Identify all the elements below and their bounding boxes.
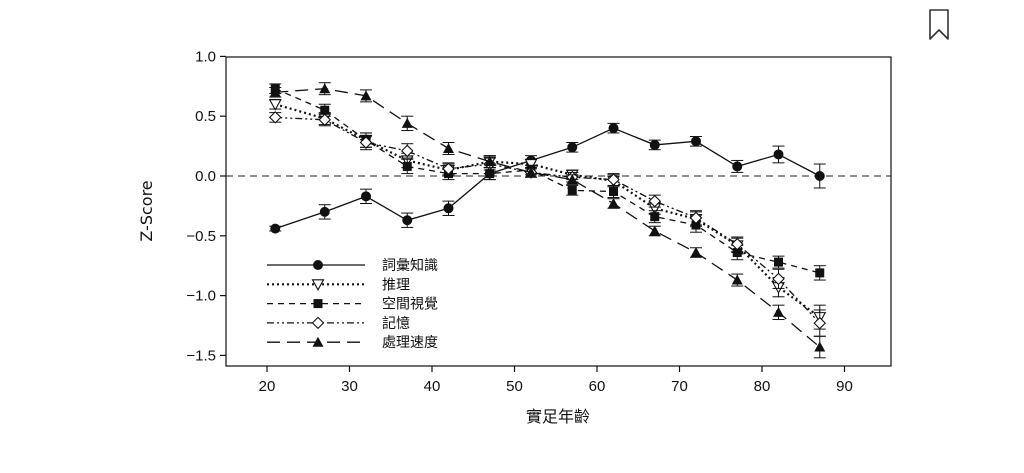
x-tick-label: 50 bbox=[506, 378, 523, 395]
data-point bbox=[320, 105, 330, 115]
data-point bbox=[774, 257, 783, 267]
data-point bbox=[731, 274, 743, 285]
x-tick-label: 70 bbox=[671, 378, 688, 395]
series-line bbox=[275, 127, 821, 230]
data-point bbox=[567, 142, 578, 153]
legend-item-1: 詞彙知識 bbox=[267, 257, 438, 274]
data-point bbox=[268, 99, 282, 111]
y-tick-label: −1.5 bbox=[186, 347, 216, 364]
data-point bbox=[401, 117, 413, 128]
x-tick-label: 80 bbox=[754, 378, 771, 395]
y-tick-label: 1.0 bbox=[195, 48, 216, 65]
series-5 bbox=[269, 82, 826, 359]
data-point bbox=[311, 316, 325, 330]
series-3 bbox=[269, 83, 826, 281]
data-point bbox=[815, 268, 825, 278]
data-point bbox=[525, 166, 537, 177]
x-tick-label: 40 bbox=[424, 378, 441, 395]
data-point bbox=[608, 123, 619, 134]
x-tick-label: 20 bbox=[259, 378, 276, 395]
data-point bbox=[566, 174, 578, 185]
legend-label: 空間視覺 bbox=[382, 297, 438, 313]
data-point bbox=[402, 215, 413, 226]
data-point bbox=[443, 203, 454, 214]
data-point bbox=[319, 206, 330, 217]
x-axis-title: 實足年齡 bbox=[526, 407, 590, 426]
data-point bbox=[442, 162, 455, 176]
data-point bbox=[609, 187, 618, 197]
data-point bbox=[312, 336, 324, 347]
x-tick-label: 90 bbox=[836, 378, 853, 395]
data-point bbox=[524, 158, 538, 171]
data-point bbox=[814, 171, 825, 181]
data-point bbox=[400, 144, 414, 158]
data-point bbox=[772, 272, 785, 286]
series-line bbox=[275, 116, 821, 324]
series-1 bbox=[269, 122, 826, 234]
legend-item-4: 記憶 bbox=[267, 315, 410, 332]
data-point bbox=[730, 237, 744, 251]
data-point bbox=[402, 161, 412, 171]
data-point bbox=[732, 248, 742, 258]
data-point bbox=[360, 90, 372, 101]
legend-label: 處理速度 bbox=[382, 335, 438, 351]
bookmark-icon bbox=[929, 9, 949, 40]
x-tick-label: 30 bbox=[341, 378, 358, 395]
x-tick-label: 60 bbox=[589, 378, 606, 395]
data-point bbox=[649, 139, 660, 150]
data-point bbox=[732, 161, 743, 172]
series-layer bbox=[268, 82, 827, 359]
legend-item-3: 空間視覺 bbox=[267, 297, 438, 313]
data-point bbox=[319, 83, 331, 94]
data-point bbox=[318, 113, 332, 127]
legend-item-5: 處理速度 bbox=[267, 335, 438, 351]
legend-label: 詞彙知識 bbox=[382, 257, 438, 274]
data-point bbox=[270, 223, 281, 234]
series-2 bbox=[268, 98, 827, 330]
data-point bbox=[485, 169, 495, 179]
bookmark-button[interactable] bbox=[926, 8, 952, 42]
data-point bbox=[648, 194, 662, 208]
legend-item-2: 推理 bbox=[267, 277, 410, 293]
plot-frame bbox=[225, 56, 892, 367]
data-point bbox=[814, 341, 826, 352]
legend-label: 推理 bbox=[382, 277, 410, 293]
axis-layer: 20 30 40 50 60 70 80 90 1.0 0.5 0.0 −0.5 −1.0 −1.5 bbox=[186, 48, 852, 395]
data-point bbox=[269, 86, 281, 97]
y-axis-title: Z-Score bbox=[137, 180, 156, 241]
data-point bbox=[773, 149, 784, 160]
data-point bbox=[361, 191, 371, 202]
data-point bbox=[313, 299, 323, 309]
data-point bbox=[689, 211, 703, 225]
data-point bbox=[773, 306, 784, 317]
data-point bbox=[649, 225, 661, 236]
data-point bbox=[691, 136, 701, 147]
legend-label: 記憶 bbox=[382, 315, 410, 332]
data-point bbox=[813, 316, 827, 330]
data-point bbox=[268, 111, 282, 124]
data-point bbox=[650, 212, 660, 222]
data-point bbox=[443, 142, 454, 153]
y-tick-label: −1.0 bbox=[186, 288, 216, 305]
y-tick-label: 0.5 bbox=[195, 108, 216, 125]
data-point bbox=[608, 198, 619, 209]
data-point bbox=[359, 136, 373, 149]
data-point bbox=[690, 247, 702, 258]
series-4 bbox=[268, 111, 827, 337]
y-tick-label: 0.0 bbox=[195, 168, 216, 185]
data-point bbox=[313, 260, 323, 270]
data-point bbox=[567, 185, 577, 195]
data-point bbox=[311, 279, 325, 291]
data-point bbox=[484, 156, 496, 167]
series-line bbox=[274, 103, 821, 319]
y-tick-label: −0.5 bbox=[186, 228, 216, 245]
series-line bbox=[275, 88, 821, 348]
data-point bbox=[607, 173, 620, 186]
